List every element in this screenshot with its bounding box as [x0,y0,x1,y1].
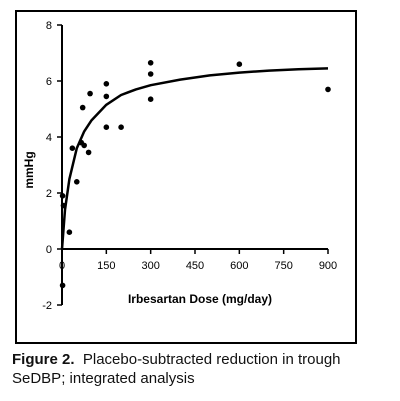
x-tick-label: 300 [141,260,159,272]
figure-caption: Figure 2. Placebo-subtracted reduction i… [12,350,398,388]
y-tick-label: 4 [46,132,52,144]
data-point [236,61,243,67]
data-point [118,124,124,130]
data-point [147,71,154,77]
x-tick-label: 150 [97,260,115,272]
figure-caption-text: Placebo-subtracted reduction in trough S… [12,351,341,387]
data-point [59,193,66,199]
y-tick-label: -2 [42,300,52,312]
x-tick-label: 750 [274,260,292,272]
data-point [69,145,76,151]
y-tick-label: 6 [46,76,52,88]
y-axis-label: mmHg [22,151,36,188]
data-point [60,202,67,209]
x-axis-label: Irbesartan Dose (mg/day) [128,292,272,306]
y-tick-label: 8 [46,20,52,32]
data-point [103,81,110,87]
data-point [87,90,93,97]
data-point [85,149,92,156]
x-tick-label: 0 [59,260,65,272]
data-point [81,142,87,149]
x-tick-label: 900 [319,260,337,272]
chart-frame: -2 0 2 4 6 8 0 150 300 450 600 750 900 Irbesartan Dos… [15,10,357,344]
data-point [147,60,154,66]
data-point [103,93,110,100]
y-tick-label: 0 [46,244,52,256]
data-point [325,86,331,93]
x-tick-label: 450 [186,260,204,272]
fit-curve-line [60,67,329,250]
scatter-plot: -2 0 2 4 6 8 0 150 300 450 600 750 900 Irbesartan Dos… [22,20,337,312]
figure-label: Figure 2. [12,351,75,368]
x-tick-label: 600 [230,260,248,272]
data-point [73,179,80,185]
data-point [79,104,86,111]
data-point [66,229,73,235]
data-point [147,96,154,102]
data-point [103,124,110,130]
y-tick-label: 2 [46,188,52,200]
data-point [59,282,66,289]
